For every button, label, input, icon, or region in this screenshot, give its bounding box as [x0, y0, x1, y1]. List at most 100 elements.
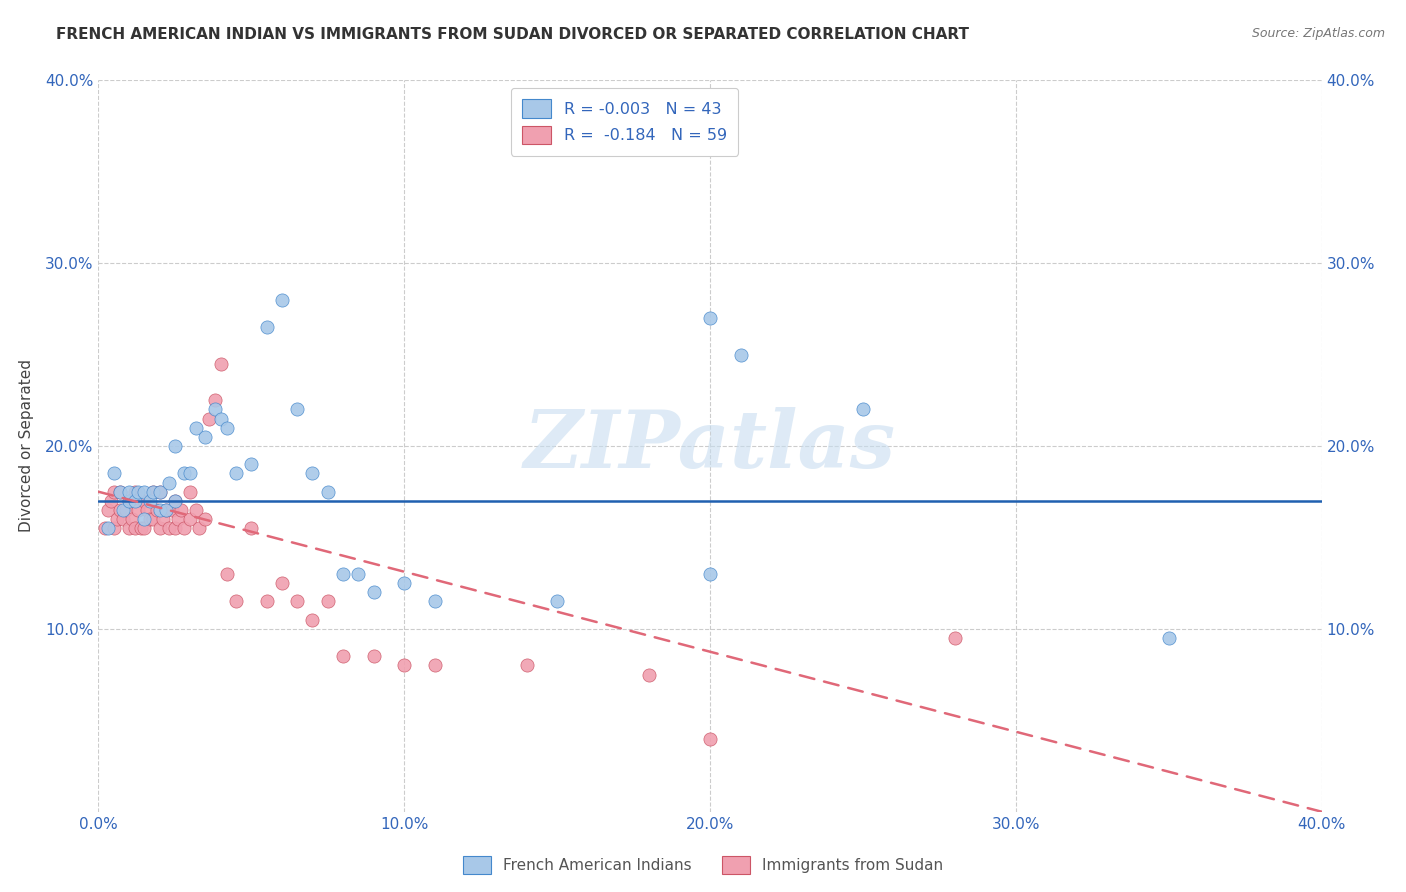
- Point: [240, 521, 263, 535]
- Point: [204, 402, 226, 417]
- Text: FRENCH AMERICAN INDIAN VS IMMIGRANTS FROM SUDAN DIVORCED OR SEPARATED CORRELATIO: FRENCH AMERICAN INDIAN VS IMMIGRANTS FRO…: [56, 27, 969, 42]
- Point: [149, 484, 172, 499]
- Point: [204, 393, 226, 408]
- Point: [155, 503, 177, 517]
- Point: [316, 594, 339, 608]
- Point: [301, 467, 323, 481]
- Point: [118, 494, 141, 508]
- Point: [332, 649, 354, 664]
- Point: [152, 512, 174, 526]
- Point: [97, 503, 120, 517]
- Point: [155, 503, 177, 517]
- Point: [332, 567, 354, 582]
- Point: [943, 631, 966, 645]
- Point: [121, 512, 143, 526]
- Point: [118, 494, 141, 508]
- Point: [699, 567, 721, 582]
- Point: [285, 402, 308, 417]
- Point: [699, 731, 721, 746]
- Point: [423, 594, 446, 608]
- Point: [145, 503, 167, 517]
- Point: [108, 503, 131, 517]
- Point: [173, 521, 195, 535]
- Point: [124, 494, 146, 508]
- Point: [103, 467, 125, 481]
- Point: [173, 467, 195, 481]
- Point: [124, 521, 146, 535]
- Point: [163, 494, 186, 508]
- Point: [127, 484, 149, 499]
- Text: ZIPatlas: ZIPatlas: [524, 408, 896, 484]
- Point: [215, 567, 238, 582]
- Point: [100, 494, 122, 508]
- Point: [852, 402, 875, 417]
- Point: [111, 503, 134, 517]
- Legend: R = -0.003   N = 43, R =  -0.184   N = 59: R = -0.003 N = 43, R = -0.184 N = 59: [510, 88, 738, 155]
- Point: [363, 649, 385, 664]
- Point: [270, 293, 292, 307]
- Point: [301, 613, 323, 627]
- Point: [225, 467, 247, 481]
- Point: [197, 411, 219, 425]
- Point: [170, 503, 193, 517]
- Point: [209, 411, 232, 425]
- Point: [103, 521, 125, 535]
- Point: [363, 585, 385, 599]
- Legend: French American Indians, Immigrants from Sudan: French American Indians, Immigrants from…: [457, 850, 949, 880]
- Point: [139, 512, 162, 526]
- Point: [163, 521, 186, 535]
- Point: [118, 484, 141, 499]
- Point: [186, 503, 208, 517]
- Point: [93, 521, 115, 535]
- Point: [157, 475, 180, 490]
- Point: [256, 594, 278, 608]
- Point: [139, 494, 162, 508]
- Point: [149, 484, 172, 499]
- Point: [115, 503, 138, 517]
- Point: [270, 576, 292, 591]
- Point: [118, 521, 141, 535]
- Point: [163, 494, 186, 508]
- Point: [127, 503, 149, 517]
- Point: [157, 521, 180, 535]
- Point: [240, 457, 263, 471]
- Point: [134, 484, 156, 499]
- Point: [209, 357, 232, 371]
- Point: [149, 521, 172, 535]
- Point: [256, 320, 278, 334]
- Point: [136, 503, 159, 517]
- Point: [194, 512, 217, 526]
- Point: [108, 484, 131, 499]
- Point: [186, 421, 208, 435]
- Point: [637, 667, 661, 681]
- Point: [1157, 631, 1180, 645]
- Point: [730, 347, 752, 362]
- Point: [392, 658, 416, 673]
- Point: [134, 521, 156, 535]
- Point: [392, 576, 416, 591]
- Point: [167, 512, 190, 526]
- Point: [516, 658, 538, 673]
- Point: [285, 594, 308, 608]
- Point: [129, 521, 152, 535]
- Point: [699, 310, 721, 325]
- Point: [124, 484, 146, 499]
- Point: [215, 421, 238, 435]
- Point: [149, 503, 172, 517]
- Point: [225, 594, 247, 608]
- Point: [111, 512, 134, 526]
- Point: [105, 512, 128, 526]
- Point: [179, 467, 201, 481]
- Point: [347, 567, 370, 582]
- Point: [179, 484, 201, 499]
- Point: [142, 484, 165, 499]
- Point: [423, 658, 446, 673]
- Point: [163, 439, 186, 453]
- Point: [134, 512, 156, 526]
- Point: [316, 484, 339, 499]
- Point: [194, 430, 217, 444]
- Point: [160, 503, 183, 517]
- Point: [103, 484, 125, 499]
- Point: [142, 484, 165, 499]
- Point: [134, 494, 156, 508]
